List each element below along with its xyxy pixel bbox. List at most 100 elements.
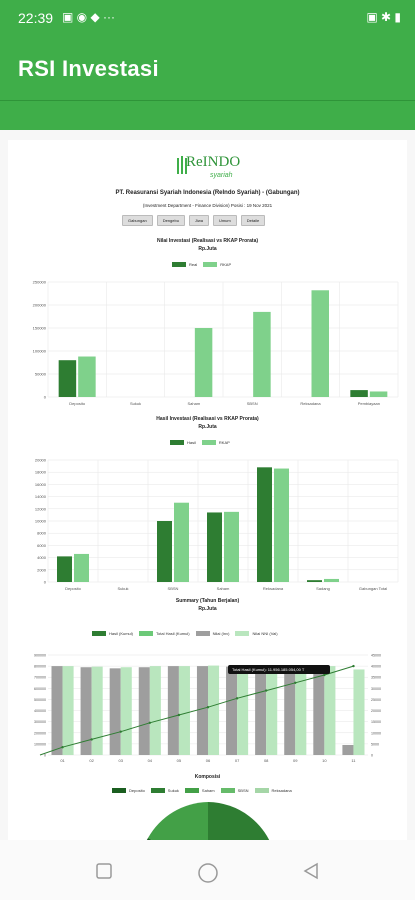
category-label: 08	[264, 758, 269, 763]
notification-icons: ▣ ◉ ◆ ···	[62, 10, 116, 24]
tick-label: 250000	[33, 280, 47, 285]
tick-label: 4000	[37, 555, 47, 560]
tab-detaile[interactable]: Detaile	[240, 215, 266, 226]
tick-label-right: 40000	[371, 665, 381, 669]
category-label: 09	[293, 758, 298, 763]
logo-text: ReINDO	[186, 154, 241, 170]
category-label: 04	[148, 758, 153, 763]
legend-item-nilai-nni: Nilai NNI (Val)	[235, 631, 278, 637]
line-point	[294, 681, 297, 684]
tick-label: 200000	[33, 303, 47, 308]
system-icons: ▣ ✱ ▮	[366, 10, 401, 24]
tick-label: 16000	[35, 482, 47, 487]
tick-label-right: 35000	[371, 676, 381, 680]
tick-label-left: 400000	[34, 709, 46, 713]
bar-nilai-inv	[255, 667, 267, 755]
tick-label: 12000	[35, 506, 47, 511]
tab-jiwa[interactable]: Jiwa	[188, 215, 209, 226]
bar-hasil	[57, 556, 72, 582]
tick-label-left: 500000	[34, 698, 46, 702]
tick-label-left: 200000	[34, 731, 46, 735]
reindo-logo: ReINDO syariah	[176, 150, 256, 190]
category-label: 03	[119, 758, 124, 763]
chart3-title: Summary (Tahun Berjalan)	[175, 598, 240, 604]
tab-umum[interactable]: Umum	[212, 215, 237, 226]
tick-label: 2000	[37, 567, 47, 572]
tab-dengebu[interactable]: Dengebu	[156, 215, 185, 226]
category-label: Deposito	[69, 401, 86, 406]
bar-nilai-inv	[138, 667, 150, 755]
chart1-title: Nilai Investasi (Realisasi vs RKAP Prora…	[156, 238, 259, 244]
category-label: 10	[322, 758, 327, 763]
app-title: RSI Investasi	[18, 56, 159, 81]
category-label: 11	[351, 758, 356, 763]
category-label: 05	[177, 758, 182, 763]
category-label: Sukuk	[117, 586, 128, 591]
tick-label-right: 10000	[371, 731, 381, 735]
bar-rkap	[174, 502, 189, 582]
report-webview[interactable]: ReINDO syariah PT. Reasuransi Syariah In…	[0, 130, 415, 840]
tab-gabungan[interactable]: Gabungan	[122, 215, 153, 226]
bar-nilai-inv	[196, 666, 208, 755]
bar-rkap	[194, 328, 213, 397]
app-bar: RSI Investasi	[0, 36, 415, 130]
chart1-subtitle: Rp.Juta	[198, 246, 217, 252]
legend-item-sbsn: SBSN	[220, 788, 249, 794]
report-card: ReINDO syariah PT. Reasuransi Syariah In…	[8, 140, 407, 840]
tick-label-right: 15000	[371, 720, 381, 724]
chart2-title: Hasil Investasi (Realisasi vs RKAP Prora…	[156, 416, 259, 422]
line-point	[264, 689, 268, 692]
tick-label: 50000	[35, 372, 47, 377]
chart1-legend: Real RKAP	[172, 262, 231, 268]
pie-slice-sukuk	[146, 838, 152, 840]
line-point	[61, 746, 64, 749]
category-label: 06	[206, 758, 211, 763]
bar-nilai-nni	[208, 665, 220, 755]
bar-hasil	[157, 521, 172, 582]
bar-nilai-inv	[109, 668, 121, 755]
bar-rkap	[369, 391, 388, 397]
pie-slice-saham	[148, 802, 208, 840]
line-point	[235, 697, 239, 700]
chart-nilai-investasi: 250000 200000 150000 100000 50000 0 Deposito Su…	[33, 280, 399, 406]
chart4-title: Komposisi	[194, 774, 221, 780]
line-point	[323, 673, 326, 677]
appbar-divider	[0, 100, 415, 101]
bar-rkap	[74, 553, 89, 582]
tick-label: 14000	[35, 494, 47, 499]
legend-item-deposito: Deposito	[112, 788, 145, 794]
bar-nilai-inv	[342, 745, 354, 755]
chart-hasil-investasi: 2000018000160001400012000100008000600040…	[35, 458, 399, 591]
line-hasil-kumul	[39, 665, 354, 756]
bar-nilai-inv	[313, 667, 325, 755]
status-bar: 22:39 ▣ ◉ ◆ ··· ▣ ✱ ▮	[0, 0, 415, 36]
home-circle-icon[interactable]	[197, 862, 219, 884]
back-triangle-icon[interactable]	[302, 862, 320, 880]
bar-nilai-nni	[120, 667, 132, 755]
square-icon[interactable]	[95, 862, 113, 880]
clock: 22:39	[18, 10, 54, 26]
bar-nilai-nni	[62, 666, 74, 755]
category-label: Saham	[187, 401, 200, 406]
bar-rkap	[311, 290, 329, 397]
tick-label-right: 45000	[371, 654, 381, 658]
tick-label-left: 900000	[34, 654, 46, 658]
legend-item-reksadana: Reksadana	[254, 788, 292, 794]
line-point	[148, 721, 152, 724]
tick-label-left: 800000	[34, 665, 46, 669]
chart2-subtitle: Rp.Juta	[198, 424, 217, 430]
line-point	[352, 664, 355, 668]
tick-label-left: 700000	[34, 676, 46, 680]
report-tabs: Gabungan Dengebu Jiwa Umum Detaile	[122, 215, 266, 226]
tick-label-right: 0	[371, 754, 373, 758]
category-label: Reksadana	[263, 586, 284, 591]
bar-rkap	[253, 311, 271, 397]
bar-nilai-inv	[80, 667, 92, 755]
line-point	[177, 713, 181, 717]
category-label: Saham	[217, 586, 230, 591]
legend-item-total-hasil: Total Hasil (Kumul)	[139, 631, 190, 637]
legend-item-rkap: RKAP	[203, 262, 231, 268]
pie-slice-deposito	[208, 802, 270, 840]
pie-chart	[146, 802, 270, 840]
bar-rkap	[78, 356, 96, 397]
